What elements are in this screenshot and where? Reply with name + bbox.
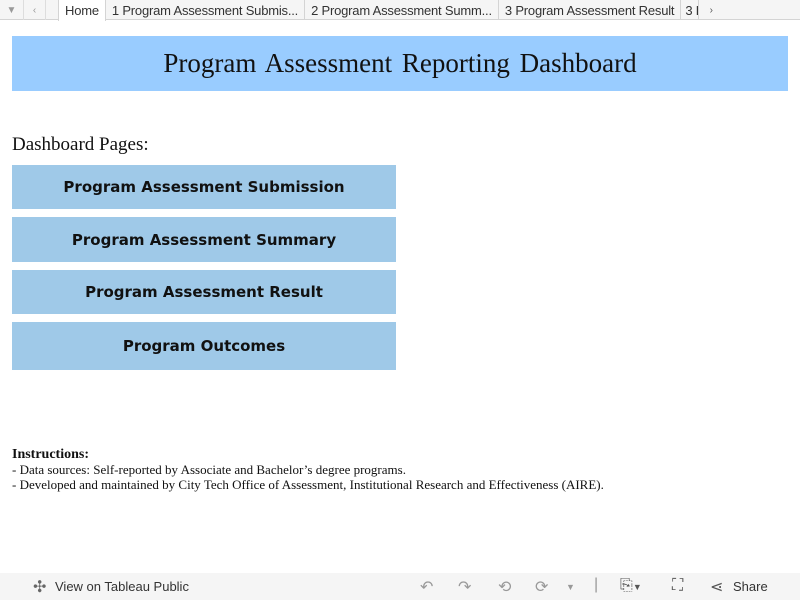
nav-program-assessment-result[interactable]: Program Assessment Result: [12, 270, 396, 314]
tab-spacer: [46, 0, 58, 19]
undo-icon[interactable]: ↶: [420, 579, 434, 596]
instructions: Instructions: - Data sources: Self-repor…: [12, 446, 604, 492]
share-icon[interactable]: ⋖: [710, 579, 724, 596]
tab-menu-icon[interactable]: ▼: [0, 0, 24, 20]
section-label: Dashboard Pages:: [12, 134, 149, 155]
download-icon[interactable]: ⎘▼: [620, 577, 642, 594]
toolbar-divider: |: [594, 576, 599, 593]
tab-home[interactable]: Home: [58, 0, 106, 21]
tab-program-assessment-summary[interactable]: 2 Program Assessment Summ...: [305, 0, 499, 20]
redo-icon[interactable]: ↷: [458, 579, 472, 596]
revert-icon[interactable]: ⟲: [498, 579, 512, 596]
instructions-line: - Data sources: Self-reported by Associa…: [12, 462, 406, 477]
share-button[interactable]: Share: [733, 579, 768, 594]
tab-3p[interactable]: 3 P: [681, 0, 700, 20]
view-on-tableau-public-link[interactable]: View on Tableau Public: [55, 579, 189, 594]
tab-next-icon[interactable]: ›: [709, 4, 713, 16]
tab-prev-icon[interactable]: ‹: [24, 0, 46, 20]
nav-program-outcomes[interactable]: Program Outcomes: [12, 322, 396, 370]
tableau-logo-icon: ✣: [33, 579, 47, 596]
toolbar: ✣ View on Tableau Public ↶ ↷ ⟲ ⟳ ▼ | ⎘▼ …: [0, 573, 800, 600]
refresh-dropdown-icon[interactable]: ▼: [566, 582, 575, 592]
fullscreen-icon[interactable]: ⛶: [672, 577, 684, 594]
nav-program-assessment-submission[interactable]: Program Assessment Submission: [12, 165, 396, 209]
instructions-line: - Developed and maintained by City Tech …: [12, 477, 604, 492]
sheet-tab-bar: ▼ ‹ Home 1 Program Assessment Submis... …: [0, 0, 800, 21]
tab-program-assessment-result[interactable]: 3 Program Assessment Result: [499, 0, 682, 20]
tab-program-assessment-submission[interactable]: 1 Program Assessment Submis...: [106, 0, 306, 20]
nav-program-assessment-summary[interactable]: Program Assessment Summary: [12, 217, 396, 262]
refresh-icon[interactable]: ⟳: [535, 579, 549, 596]
instructions-heading: Instructions:: [12, 447, 90, 462]
dashboard-title: Program Assessment Reporting Dashboard: [12, 36, 788, 91]
